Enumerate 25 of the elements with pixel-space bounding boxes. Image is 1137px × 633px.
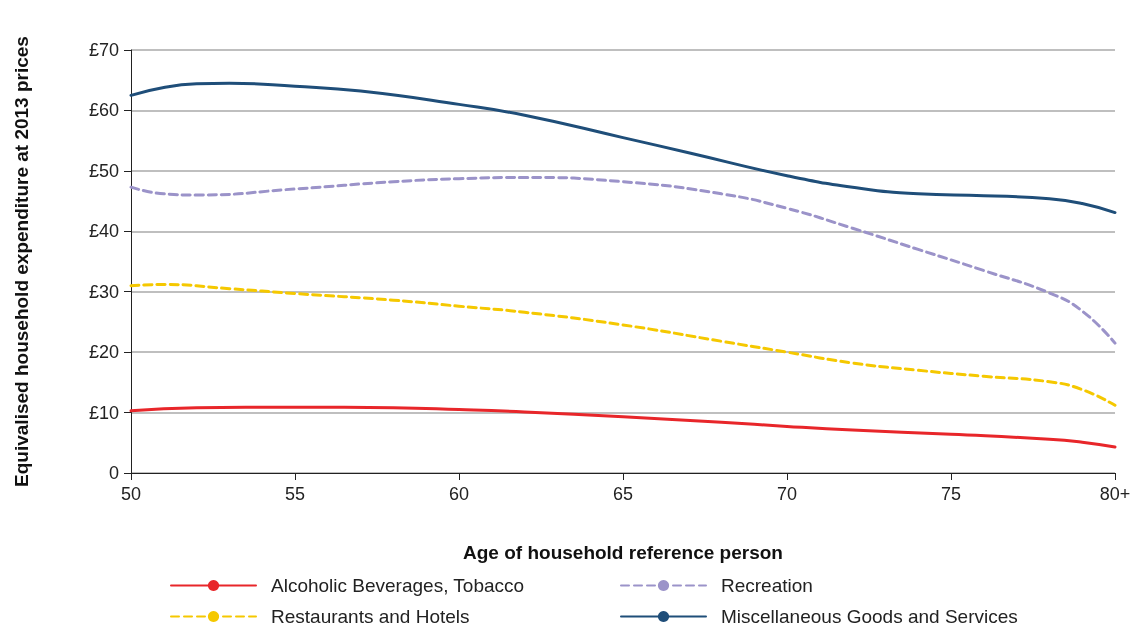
line-series (129, 176, 1117, 345)
legend-label: Miscellaneous Goods and Services (721, 606, 1018, 627)
y-tick-label: £40 (88, 221, 119, 242)
y-tick-label: £60 (88, 100, 119, 121)
line-series (129, 282, 1117, 407)
x-tick-label: 80+ (1099, 484, 1131, 504)
x-axis-title: Age of household reference person (463, 542, 783, 563)
y-axis-title: Equivalised household expenditure at 2013 prices (11, 36, 32, 487)
y-tick-label: £30 (88, 281, 119, 302)
x-tick-label: 55 (284, 484, 306, 504)
line-series (129, 405, 1117, 449)
legend-label: Alcoholic Beverages, Tobacco (271, 575, 525, 596)
x-tick-label: 60 (448, 484, 470, 504)
x-tick-label: 75 (940, 484, 962, 504)
x-tick-label: 70 (776, 484, 798, 504)
y-tick-label: £50 (88, 160, 119, 181)
y-tick-label: 0 (108, 463, 119, 483)
legend-label: Restaurants and Hotels (271, 606, 470, 627)
y-tick-label: £10 (88, 402, 119, 423)
y-tick-label: £20 (88, 342, 119, 363)
line-series (129, 81, 1117, 215)
x-tick-label: 50 (120, 484, 142, 504)
x-tick-label: 65 (612, 484, 634, 504)
y-tick-label: £70 (88, 40, 119, 60)
legend-label: Recreation (721, 575, 813, 596)
